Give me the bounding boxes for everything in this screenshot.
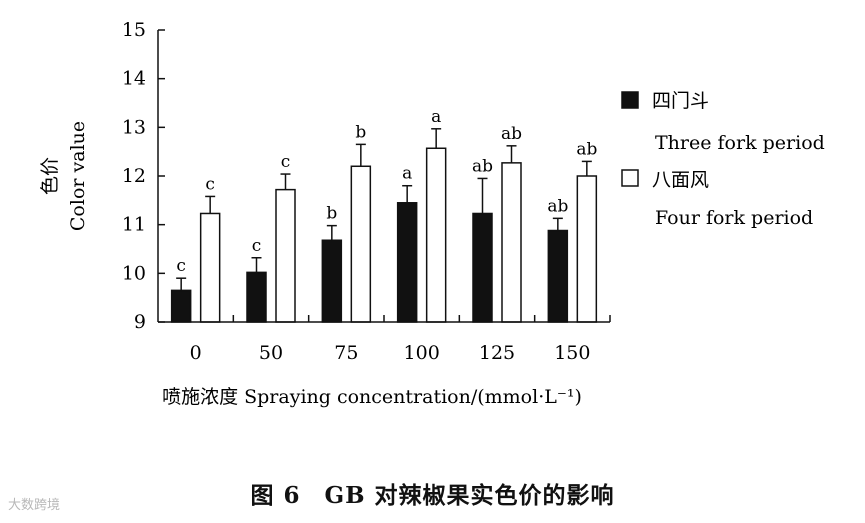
y-tick-label: 9	[134, 311, 146, 333]
bar-three-fork	[246, 271, 267, 323]
x-tick-label: 0	[190, 342, 202, 364]
y-tick-label: 10	[122, 262, 146, 284]
significance-label: a	[402, 164, 412, 184]
x-axis-label: 喷施浓度 Spraying concentration/(mmol·L⁻¹)	[162, 386, 582, 408]
y-tick-label: 14	[122, 68, 146, 90]
bar-four-fork	[350, 165, 372, 323]
bar-four-fork	[576, 175, 598, 323]
significance-label: b	[326, 204, 337, 224]
legend-swatch-three-fork	[621, 91, 639, 109]
significance-label: b	[355, 122, 366, 142]
legend-label-three-fork-cn: 四门斗	[652, 90, 709, 112]
y-axis-label-en: Color value	[67, 121, 89, 231]
y-tick-label: 15	[122, 19, 146, 41]
significance-label: c	[281, 152, 291, 172]
bar-three-fork	[396, 202, 418, 323]
x-tick-label: 150	[554, 342, 590, 364]
bar-three-fork	[170, 289, 192, 323]
significance-label: a	[431, 107, 441, 127]
y-axis-label-cn: 色价	[39, 157, 61, 195]
significance-label: ab	[501, 124, 522, 144]
x-tick-label: 100	[404, 342, 440, 364]
x-tick-label: 75	[334, 342, 358, 364]
bar-four-fork	[425, 147, 447, 323]
bar-three-fork	[321, 239, 343, 323]
bar-three-fork	[547, 229, 569, 323]
bar-three-fork	[472, 212, 493, 323]
x-tick-label: 125	[479, 342, 515, 364]
bars-layer	[170, 128, 598, 323]
watermark: 大数跨境	[8, 498, 61, 513]
y-tick-label: 13	[122, 116, 146, 138]
legend-label-three-fork-en: Three fork period	[655, 132, 825, 154]
legend: 四门斗 Three fork period 八面风 Four fork peri…	[621, 90, 825, 229]
significance-label: c	[205, 174, 215, 194]
legend-label-four-fork-en: Four fork period	[655, 207, 813, 229]
significance-label: ab	[576, 139, 597, 159]
bar-four-fork	[199, 212, 221, 323]
y-tick-label: 11	[122, 214, 146, 236]
bar-four-fork	[501, 162, 522, 323]
legend-swatch-four-fork	[621, 169, 639, 187]
figure-caption: 图 6 GB 对辣椒果实色价的影响	[250, 482, 615, 509]
legend-label-four-fork-cn: 八面风	[652, 169, 709, 191]
significance-label: c	[252, 236, 262, 256]
x-tick-label: 50	[259, 342, 283, 364]
significance-label: ab	[472, 156, 493, 176]
y-tick-label: 12	[122, 165, 146, 187]
significance-label: ab	[547, 196, 568, 216]
bar-four-fork	[275, 188, 296, 323]
significance-label: c	[176, 256, 186, 276]
